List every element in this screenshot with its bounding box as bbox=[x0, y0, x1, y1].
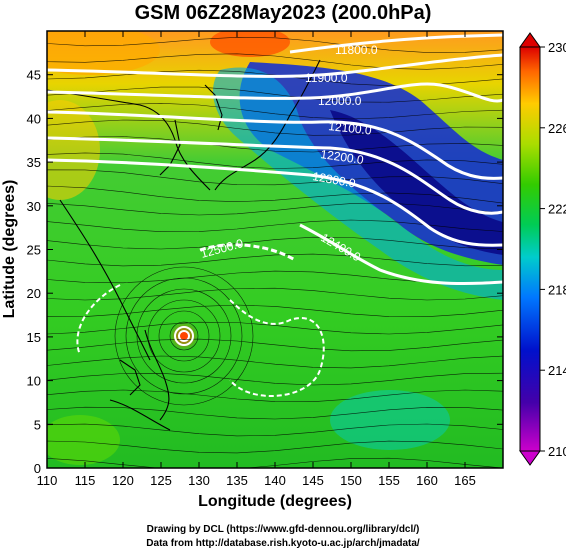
x-tick-label: 135 bbox=[226, 473, 248, 488]
streamline bbox=[47, 355, 503, 369]
y-axis-label: Latitude (degrees) bbox=[1, 179, 18, 319]
y-tick-label: 15 bbox=[27, 330, 41, 345]
streamline bbox=[47, 202, 503, 216]
streamline bbox=[47, 36, 503, 53]
chart-title: GSM 06Z28May2023 (200.0hPa) bbox=[134, 2, 432, 24]
streamline bbox=[47, 136, 503, 153]
colorbar-max-arrow bbox=[519, 32, 541, 48]
x-tick-label: 130 bbox=[188, 473, 210, 488]
x-tick-label: 120 bbox=[112, 473, 134, 488]
streamline bbox=[47, 287, 503, 301]
vortex-streamline bbox=[147, 299, 221, 373]
streamline bbox=[47, 440, 503, 454]
vortex-streamline bbox=[169, 321, 199, 351]
streamline bbox=[47, 389, 503, 403]
y-tick-label: 5 bbox=[34, 417, 41, 432]
y-tick-label: 40 bbox=[27, 111, 41, 126]
streamline bbox=[47, 185, 503, 204]
streamline bbox=[47, 152, 503, 169]
x-tick-label: 125 bbox=[150, 473, 172, 488]
y-tick-label: 25 bbox=[27, 243, 41, 258]
x-tick-label: 165 bbox=[454, 473, 476, 488]
streamline bbox=[47, 53, 503, 70]
y-tick-label: 45 bbox=[27, 68, 41, 83]
streamline bbox=[47, 169, 503, 186]
colorbar-tick-label: 230 bbox=[548, 40, 566, 55]
streamline bbox=[47, 457, 503, 468]
streamline bbox=[47, 423, 503, 437]
contour-label-12200: 12200.0 bbox=[320, 147, 365, 167]
colorbar-tick-label: 218 bbox=[548, 282, 566, 297]
vortex-streamline bbox=[158, 310, 210, 362]
streamline bbox=[47, 253, 503, 267]
x-tick-label: 110 bbox=[37, 473, 58, 488]
streamline bbox=[47, 219, 503, 233]
map-field bbox=[47, 31, 503, 468]
y-tick-label: 0 bbox=[34, 461, 41, 476]
contour-label-12000: 12000.0 bbox=[318, 94, 362, 108]
colorbar-tick-label: 214 bbox=[548, 363, 566, 378]
streamline bbox=[47, 372, 503, 386]
vortex-streamline bbox=[136, 288, 232, 384]
streamline bbox=[47, 406, 503, 420]
x-tick-label: 155 bbox=[378, 473, 400, 488]
credit-data: Data from http://database.rish.kyoto-u.a… bbox=[146, 538, 420, 549]
y-tick-label: 20 bbox=[27, 286, 41, 301]
x-tick-label: 145 bbox=[302, 473, 324, 488]
y-tick-label: 35 bbox=[27, 155, 41, 170]
colorbar-tick-label: 222 bbox=[548, 202, 566, 217]
streamline bbox=[47, 321, 503, 335]
x-axis-label: Longitude (degrees) bbox=[198, 493, 352, 510]
x-tick-label: 160 bbox=[416, 473, 438, 488]
contour-label-11800: 11800.0 bbox=[335, 43, 378, 57]
streamline bbox=[47, 338, 503, 352]
x-axis: 110 115 120 125 130 135 140 145 150 155 160 165 bbox=[37, 31, 476, 488]
colorbar: 210 214 218 222 226 230 bbox=[519, 32, 566, 466]
streamlines bbox=[47, 36, 503, 468]
streamline bbox=[47, 236, 503, 250]
x-tick-label: 115 bbox=[75, 473, 96, 488]
vortex-streamline bbox=[114, 266, 254, 406]
streamline bbox=[47, 102, 503, 120]
height-contours bbox=[47, 33, 503, 397]
y-tick-label: 10 bbox=[27, 374, 41, 389]
x-tick-label: 150 bbox=[340, 473, 362, 488]
streamline bbox=[47, 119, 503, 136]
colorbar-min-arrow bbox=[519, 450, 541, 466]
vortex-streamline bbox=[125, 277, 243, 395]
contour-label-11900: 11900.0 bbox=[305, 71, 348, 85]
y-axis: 0 5 10 15 20 25 30 35 40 45 bbox=[27, 68, 503, 476]
contour-label-12100: 12100.0 bbox=[328, 119, 373, 137]
streamline bbox=[47, 304, 503, 318]
y-tick-label: 30 bbox=[27, 199, 41, 214]
colorbar-tick-label: 210 bbox=[548, 444, 566, 459]
credit-drawing: Drawing by DCL (https://www.gfd-dennou.o… bbox=[146, 524, 420, 535]
colorbar-tick-label: 226 bbox=[548, 121, 566, 136]
x-tick-label: 140 bbox=[264, 473, 286, 488]
